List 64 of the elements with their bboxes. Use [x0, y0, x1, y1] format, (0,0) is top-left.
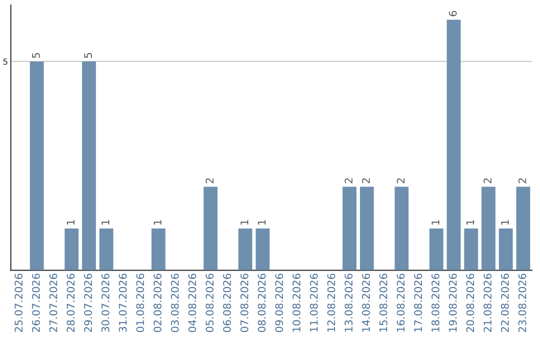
bar: [394, 186, 409, 270]
x-tick-label: 21.08.2026: [484, 274, 492, 332]
x-tick-label: 06.08.2026: [223, 274, 231, 332]
x-tick-label: 15.08.2026: [379, 274, 388, 332]
x-tick-label: 25.07.2026: [14, 274, 23, 332]
x-tick-label: 22.08.2026: [500, 274, 509, 332]
bar: [99, 228, 114, 270]
x-tick-label: 09.08.2026: [275, 274, 284, 332]
bar: [516, 186, 530, 270]
x-tick-label: 08.08.2026: [258, 274, 266, 332]
x-tick-label: 30.07.2026: [101, 274, 110, 332]
data-label: 2: [344, 178, 352, 184]
data-label: 1: [66, 220, 74, 225]
data-label: 1: [154, 220, 162, 225]
bar: [342, 186, 356, 270]
data-label: 1: [501, 220, 509, 225]
data-label: 6: [448, 10, 457, 16]
data-label: 2: [484, 178, 492, 184]
x-tick-label: 18.08.2026: [432, 274, 440, 332]
x-tick-label: 01.08.2026: [136, 274, 144, 332]
x-tick-label: 16.08.2026: [396, 274, 405, 332]
bar: [204, 186, 218, 270]
x-tick-label: 20.08.2026: [466, 274, 474, 332]
x-tick-label: 23.08.2026: [518, 274, 526, 332]
x-tick-label: 26.07.2026: [32, 274, 40, 332]
data-label: 2: [518, 178, 526, 184]
x-tick-label: 11.08.2026: [310, 274, 318, 332]
data-label: 1: [258, 220, 266, 225]
x-tick-label: 12.08.2026: [327, 274, 336, 332]
x-tick-label: 29.07.2026: [84, 274, 92, 332]
x-tick-label: 10.08.2026: [292, 274, 300, 332]
x-tick-label: 27.07.2026: [49, 274, 58, 332]
bar: [151, 228, 166, 270]
bar: [30, 61, 44, 270]
bar: [82, 61, 96, 270]
data-label: 1: [240, 220, 248, 225]
bar: [482, 186, 496, 270]
data-label: 2: [206, 178, 214, 184]
data-label: 1: [102, 220, 110, 225]
bar: [464, 228, 478, 270]
bar: [498, 228, 513, 270]
bar: [429, 228, 444, 270]
x-tick-label: 03.08.2026: [170, 274, 179, 332]
x-tick-label: 07.08.2026: [240, 274, 248, 332]
bar: [238, 228, 252, 270]
bar: [64, 228, 79, 270]
x-tick-label: 04.08.2026: [188, 274, 196, 332]
x-tick-label: 19.08.2026: [448, 274, 457, 332]
x-tick-label: 13.08.2026: [344, 274, 353, 332]
x-tick-label: 05.08.2026: [206, 274, 214, 332]
x-tick-label: 02.08.2026: [154, 274, 162, 332]
x-tick-label: 28.07.2026: [66, 274, 75, 332]
x-tick-label: 14.08.2026: [362, 274, 370, 332]
data-label: 5: [84, 52, 92, 58]
bar: [256, 228, 270, 270]
bar: [446, 20, 461, 270]
data-label: 1: [432, 220, 440, 225]
bar: [360, 186, 374, 270]
data-label: 2: [396, 178, 404, 184]
data-label: 5: [32, 52, 40, 58]
x-tick-label: 17.08.2026: [414, 274, 422, 332]
data-label: 1: [466, 220, 474, 225]
data-label: 2: [362, 178, 370, 184]
x-tick-label: 31.07.2026: [118, 274, 127, 332]
